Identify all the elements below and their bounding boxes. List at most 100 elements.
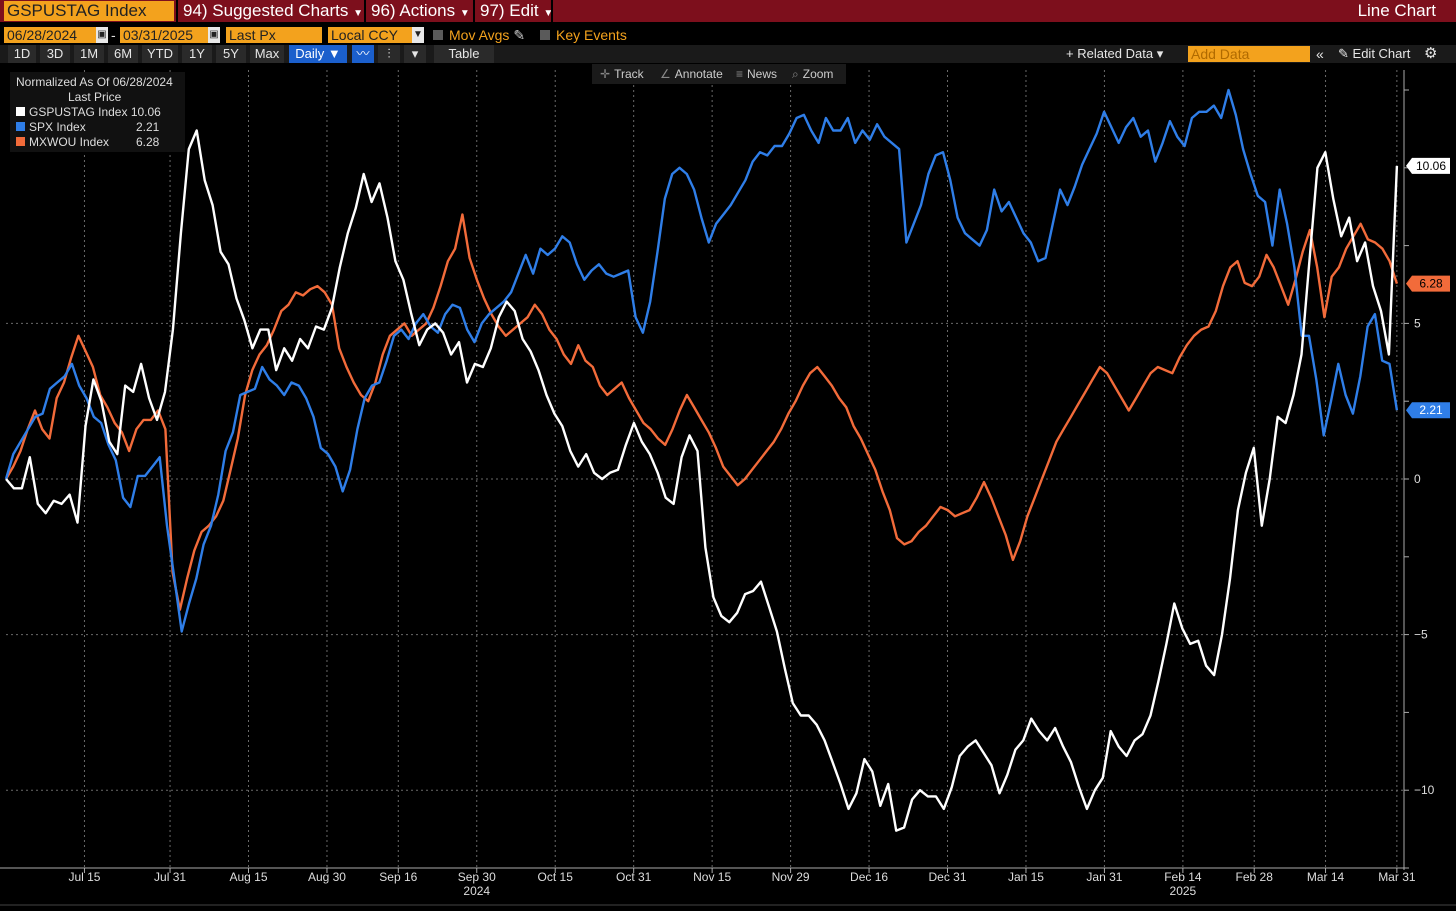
x-tick-label: Sep 16 <box>379 870 417 884</box>
ticker-field[interactable]: GSPUSTAG Index <box>4 1 174 21</box>
field-select[interactable]: Last Px <box>226 27 322 43</box>
x-tick-label: Jan 31 <box>1086 870 1122 884</box>
key-events-checkbox[interactable] <box>540 30 550 40</box>
chevron-down-icon: ▼ <box>543 8 554 19</box>
chevron-down-icon: ▼ <box>459 8 470 19</box>
pencil-icon: ∠ <box>660 67 671 81</box>
gear-icon[interactable]: ⚙ <box>1424 45 1438 62</box>
start-date-field[interactable]: 06/28/2024 <box>4 27 96 43</box>
edit-menu[interactable]: 97) Edit ▼ <box>480 1 554 20</box>
legend-swatch <box>16 122 25 131</box>
currency-select[interactable]: Local CCY <box>328 27 412 43</box>
axes <box>0 70 1456 906</box>
series-lines <box>4 88 1399 832</box>
tag-shape <box>1406 275 1450 292</box>
x-tick-label: Mar 14 <box>1307 870 1345 884</box>
legend-swatch <box>16 107 25 116</box>
date-separator: - <box>111 27 116 43</box>
x-tick-label: Mar 31 <box>1378 870 1416 884</box>
tag-shape <box>1406 402 1450 419</box>
grid-lines <box>6 70 1404 868</box>
tag-label: 10.06 <box>1416 159 1446 173</box>
suggested-charts-menu[interactable]: 94) Suggested Charts ▼ <box>183 1 364 20</box>
legend-item-gspustag[interactable]: GSPUSTAG Index 10.06 <box>16 105 161 120</box>
range-button-5y[interactable]: 5Y <box>216 45 246 63</box>
y-axis-labels: −10 −5 0 5 <box>1414 316 1435 797</box>
chevron-down-icon[interactable]: ▾ <box>404 45 426 63</box>
range-button-ytd[interactable]: YTD <box>142 45 178 63</box>
legend-swatch <box>16 137 25 146</box>
tag-label: 6.28 <box>1419 277 1443 291</box>
x-tick-label: Sep 30 <box>458 870 496 884</box>
series-line-gspustag <box>5 129 1399 832</box>
pencil-icon: ✎ <box>513 27 526 43</box>
x-tick-label: Aug 15 <box>229 870 267 884</box>
pencil-icon: ✎ <box>1338 46 1349 61</box>
collapse-icon[interactable]: « <box>1316 46 1324 62</box>
mov-avgs-checkbox[interactable] <box>433 30 443 40</box>
header-divider <box>551 0 553 22</box>
last-value-tags: 10.06 2.21 6.28 <box>1406 157 1450 419</box>
x-tick-label: Nov 29 <box>772 870 810 884</box>
mov-avgs-label[interactable]: Mov Avgs ✎ <box>449 27 526 43</box>
news-icon: ≡ <box>736 67 744 81</box>
candlestick-icon[interactable]: ⫶ <box>378 45 400 63</box>
year-label: 2024 <box>463 884 490 898</box>
edit-chart-button[interactable]: ✎ Edit Chart <box>1338 46 1411 61</box>
x-tick-label: Feb 14 <box>1164 870 1202 884</box>
series-line-mxwou <box>4 213 1399 611</box>
chevron-down-icon: ▼ <box>353 8 364 19</box>
annotate-tool[interactable]: ∠ Annotate <box>660 67 723 81</box>
x-tick-label: Feb 28 <box>1236 870 1274 884</box>
calendar-icon[interactable]: ▣ <box>208 27 220 43</box>
header-divider <box>473 0 475 22</box>
y-tick-label: 0 <box>1414 472 1421 486</box>
header-divider <box>176 0 178 22</box>
track-tool[interactable]: ✛ Track <box>600 67 644 81</box>
x-tick-label: Dec 31 <box>928 870 966 884</box>
add-data-input[interactable]: Add Data <box>1188 46 1310 62</box>
last-value-tag: 10.06 <box>1406 157 1450 174</box>
chart-legend: Normalized As Of 06/28/2024 Last Price G… <box>10 72 185 152</box>
crosshair-icon: ✛ <box>600 67 611 81</box>
actions-menu[interactable]: 96) Actions ▼ <box>371 1 470 20</box>
tag-shape <box>1406 157 1450 174</box>
magnifier-icon: ⌕ <box>792 67 799 81</box>
news-tool[interactable]: ≡ News <box>736 67 778 81</box>
x-tick-label: Jul 15 <box>68 870 100 884</box>
last-value-tag: 6.28 <box>1406 275 1450 292</box>
key-events-label[interactable]: Key Events <box>556 27 627 43</box>
x-tick-label: Oct 15 <box>538 870 574 884</box>
y-tick-label: −5 <box>1414 628 1428 642</box>
legend-item-mxwou[interactable]: MXWOU Index 6.28 <box>16 135 159 150</box>
line-chart-icon[interactable]: 〰 <box>352 45 374 63</box>
series-line-spx <box>4 88 1399 633</box>
header-divider <box>364 0 366 22</box>
zoom-tool[interactable]: ⌕ Zoom <box>792 67 834 81</box>
range-button-1m[interactable]: 1M <box>74 45 104 63</box>
calendar-icon[interactable]: ▣ <box>96 27 108 43</box>
x-tick-label: Oct 31 <box>616 870 652 884</box>
legend-title: Normalized As Of 06/28/2024 <box>16 75 173 89</box>
range-button-1y[interactable]: 1Y <box>182 45 212 63</box>
year-label: 2025 <box>1170 884 1197 898</box>
legend-subtitle: Last Price <box>68 90 122 104</box>
y-tick-label: 5 <box>1414 316 1421 330</box>
end-date-field[interactable]: 03/31/2025 <box>120 27 208 43</box>
range-button-1d[interactable]: 1D <box>8 45 36 63</box>
periodicity-select[interactable]: Daily ▼ <box>289 45 347 63</box>
header-bar: GSPUSTAG Index 94) Suggested Charts ▼ 96… <box>0 0 1456 22</box>
chevron-down-icon[interactable]: ▼ <box>412 27 424 43</box>
table-button[interactable]: Table <box>434 45 494 63</box>
chart-type-label: Line Chart <box>1357 1 1436 20</box>
legend-item-spx[interactable]: SPX Index 2.21 <box>16 120 159 135</box>
x-tick-label: Nov 15 <box>693 870 731 884</box>
range-button-max[interactable]: Max <box>250 45 284 63</box>
related-data-menu[interactable]: + Related Data ▾ <box>1066 46 1164 61</box>
last-value-tag: 2.21 <box>1406 402 1450 419</box>
x-tick-label: Jan 15 <box>1008 870 1044 884</box>
range-button-3d[interactable]: 3D <box>40 45 70 63</box>
range-button-6m[interactable]: 6M <box>108 45 138 63</box>
chart-tools: ✛ Track ∠ Annotate ≡ News ⌕ Zoom <box>592 64 846 84</box>
tag-label: 2.21 <box>1419 403 1443 417</box>
